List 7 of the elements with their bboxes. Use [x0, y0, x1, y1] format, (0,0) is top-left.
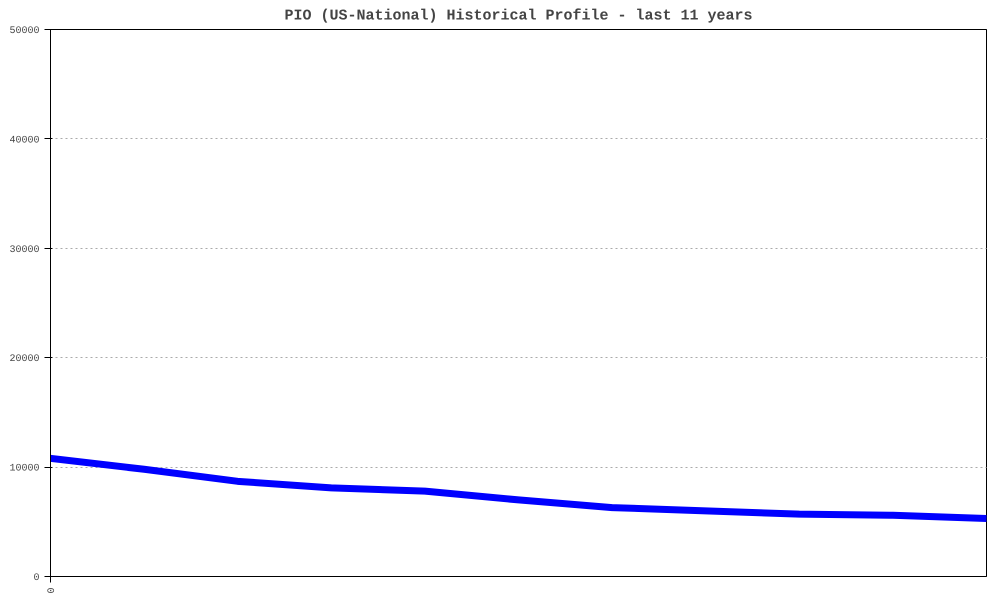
y-tick-label: 30000	[9, 244, 40, 256]
y-tick-label: 0	[34, 573, 40, 584]
chart-title: PIO (US-National) Historical Profile - last 11 years	[284, 8, 753, 24]
y-tick-label: 10000	[9, 464, 40, 475]
y-tick-label: 20000	[9, 354, 40, 366]
y-tick-label: 40000	[9, 135, 40, 146]
y-tick-label: 50000	[9, 26, 40, 37]
